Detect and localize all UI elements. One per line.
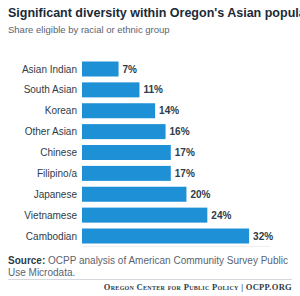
- category-label: Asian Indian: [22, 64, 77, 75]
- category-label: Japanese: [34, 189, 78, 200]
- footer: Oregon Center for Public Policy | OCPP.O…: [104, 282, 292, 292]
- bar: [82, 124, 166, 139]
- title: Significant diversity within Oregon's As…: [8, 6, 300, 20]
- category-label: Other Asian: [25, 126, 77, 137]
- data-label: 16%: [170, 126, 190, 137]
- x-axis-line: [82, 246, 270, 247]
- footer-rule: [8, 279, 292, 280]
- bar: [82, 103, 155, 118]
- data-label: 11%: [143, 84, 163, 95]
- category-label: Chinese: [40, 147, 77, 158]
- category-label: Cambodian: [26, 231, 77, 242]
- category-label: Korean: [45, 105, 77, 116]
- data-label: 14%: [159, 105, 179, 116]
- bar: [82, 62, 119, 77]
- bars: [82, 62, 249, 244]
- data-label: 20%: [190, 189, 210, 200]
- bar: [82, 145, 171, 160]
- category-label: Filipino/a: [37, 168, 77, 179]
- source-label: Source:: [8, 255, 45, 266]
- bar: [82, 208, 207, 223]
- bar: [82, 82, 139, 97]
- source-text: OCPP analysis of American Community Surv…: [8, 255, 288, 278]
- source: Source: OCPP analysis of American Commun…: [8, 255, 294, 279]
- bar: [82, 166, 171, 181]
- data-label: 24%: [211, 210, 231, 221]
- data-label: 17%: [175, 147, 195, 158]
- bar: [82, 187, 186, 202]
- subtitle: Share eligible by racial or ethnic group: [8, 24, 170, 35]
- category-label: South Asian: [24, 84, 77, 95]
- category-label: Vietnamese: [24, 210, 77, 221]
- data-label: 32%: [253, 231, 273, 242]
- data-label: 17%: [175, 168, 195, 179]
- data-label: 7%: [123, 64, 138, 75]
- bar: [82, 229, 249, 244]
